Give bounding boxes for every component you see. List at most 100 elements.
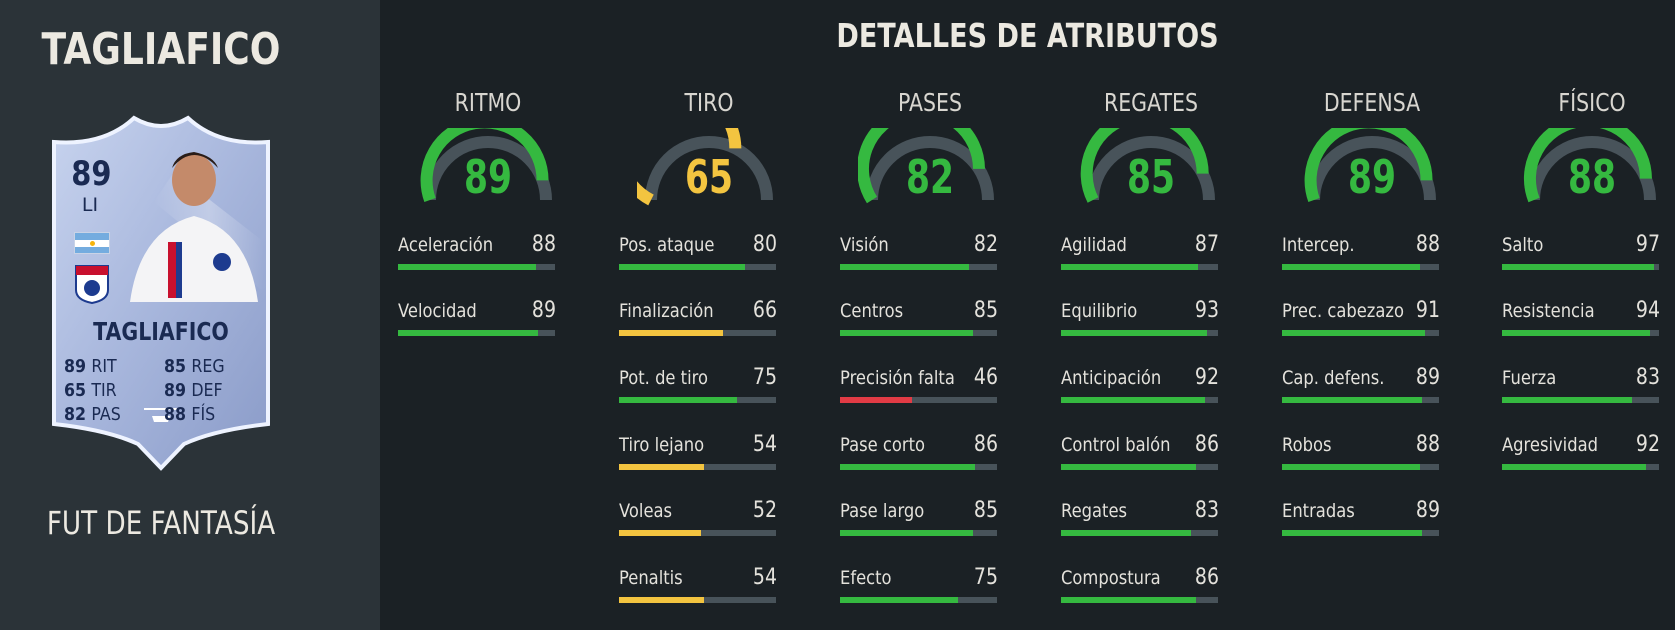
attribute-value: 54 — [752, 432, 777, 457]
attribute-bar — [398, 264, 555, 270]
attribute-bar-fill — [840, 330, 974, 336]
attribute-value: 93 — [1194, 298, 1219, 323]
category-value: 88 — [1567, 150, 1616, 204]
attribute-value: 75 — [973, 565, 998, 590]
category-name: PASES — [897, 88, 963, 117]
attribute-row: Equilibrio 93 — [1061, 298, 1221, 340]
attribute-value: 88 — [1415, 232, 1440, 257]
attribute-bar — [619, 530, 776, 536]
attribute-bar-fill — [1502, 464, 1647, 470]
attribute-value: 92 — [1194, 365, 1219, 390]
attribute-label: Velocidad — [398, 300, 477, 322]
category-value: 65 — [684, 150, 733, 204]
card-stat: 89 RIT — [64, 356, 117, 377]
attribute-bar-fill — [619, 597, 704, 603]
attribute-row: Cap. defens. 89 — [1282, 365, 1442, 407]
attribute-bar-fill — [1282, 264, 1421, 270]
gauge-fill — [1524, 128, 1652, 203]
attribute-bar — [619, 464, 776, 470]
attribute-label: Agilidad — [1061, 234, 1127, 256]
card-position: LI — [81, 194, 99, 216]
attribute-bar-fill — [1502, 397, 1633, 403]
attribute-bar-fill — [1282, 464, 1421, 470]
attribute-bar-fill — [1282, 330, 1425, 336]
attribute-bar-fill — [398, 330, 538, 336]
card-stat: 88 FÍS — [164, 404, 216, 425]
attribute-bar — [619, 397, 776, 403]
page-title: DETALLES DE ATRIBUTOS — [836, 16, 1219, 55]
attribute-bar-fill — [1061, 397, 1206, 403]
attribute-bar-fill — [1061, 597, 1197, 603]
attribute-row: Robos 88 — [1282, 432, 1442, 474]
attribute-value: 91 — [1415, 298, 1440, 323]
attribute-bar — [619, 330, 776, 336]
card-player-name: TAGLIAFICO — [93, 317, 229, 346]
gauge-track — [866, 136, 994, 201]
attribute-value: 86 — [973, 432, 998, 457]
attribute-row: Aceleración 88 — [398, 232, 558, 274]
attribute-label: Pase corto — [840, 434, 926, 456]
attribute-value: 46 — [973, 365, 998, 390]
attribute-value: 89 — [531, 298, 556, 323]
attribute-bar — [1061, 597, 1218, 603]
gauge-track — [645, 136, 773, 201]
attribute-bar — [1061, 530, 1218, 536]
category-name: FÍSICO — [1558, 88, 1626, 117]
category-name: TIRO — [684, 88, 734, 117]
attribute-row: Visión 82 — [840, 232, 1000, 274]
attribute-value: 83 — [1194, 498, 1219, 523]
attribute-row: Tiro lejano 54 — [619, 432, 779, 474]
category-name: DEFENSA — [1323, 88, 1421, 117]
player-name: TAGLIAFICO — [41, 24, 281, 75]
attribute-bar-fill — [840, 264, 969, 270]
attribute-row: Resistencia 94 — [1502, 298, 1662, 340]
category-column: FÍSICO 88 Salto 97 Resistencia 94 Fuerza 83 Agre… — [1502, 0, 1675, 630]
attribute-row: Centros 85 — [840, 298, 1000, 340]
attribute-row: Anticipación 92 — [1061, 365, 1221, 407]
attribute-value: 97 — [1635, 232, 1660, 257]
category-name: REGATES — [1103, 88, 1198, 117]
attribute-bar — [619, 597, 776, 603]
category-column: REGATES 85 Agilidad 87 Equilibrio 93 Anticipac… — [1061, 0, 1281, 630]
attribute-label: Voleas — [619, 500, 673, 522]
attribute-value: 94 — [1635, 298, 1660, 323]
attribute-bar — [1282, 264, 1439, 270]
attribute-row: Finalización 66 — [619, 298, 779, 340]
attribute-bar — [398, 330, 555, 336]
attribute-bar — [619, 264, 776, 270]
attribute-label: Pot. de tiro — [619, 367, 708, 389]
card-stat: 89 DEF — [164, 380, 223, 401]
gauge-track — [1087, 136, 1215, 201]
attribute-bar-fill — [619, 264, 745, 270]
attribute-value: 86 — [1194, 565, 1219, 590]
attribute-label: Compostura — [1061, 567, 1161, 589]
category-column: TIRO 65 Pos. ataque 80 Finalización 66 Pot. de… — [619, 0, 839, 630]
category-value: 89 — [463, 150, 512, 204]
player-card[interactable]: 89 LI TAGLIAFICO 89 RIT 85 REG 65 TIR 89 DEF… — [44, 112, 278, 482]
card-version: FUT DE FANTASÍA — [46, 504, 276, 542]
attribute-label: Fuerza — [1502, 367, 1557, 389]
category-gauge — [637, 128, 773, 206]
category-value: 82 — [905, 150, 954, 204]
attribute-bar — [840, 397, 997, 403]
attribute-label: Penaltis — [619, 567, 683, 589]
attribute-bar — [1282, 464, 1439, 470]
category-gauge — [1080, 128, 1215, 203]
attribute-bar — [1282, 330, 1439, 336]
attribute-bar-fill — [619, 330, 723, 336]
attribute-row: Entradas 89 — [1282, 498, 1442, 540]
attribute-label: Equilibrio — [1061, 300, 1138, 322]
attribute-bar — [1502, 397, 1659, 403]
attribute-label: Visión — [840, 234, 889, 256]
attribute-row: Prec. cabezazo 91 — [1282, 298, 1442, 340]
attribute-row: Fuerza 83 — [1502, 365, 1662, 407]
player-panel: TAGLIAFICO — [0, 0, 380, 630]
attribute-bar-fill — [840, 530, 974, 536]
category-column: DEFENSA 89 Intercep. 88 Prec. cabezazo 91 Cap.… — [1282, 0, 1502, 630]
category-value: 89 — [1347, 150, 1396, 204]
attribute-value: 82 — [973, 232, 998, 257]
attribute-bar-fill — [1502, 330, 1650, 336]
attribute-label: Centros — [840, 300, 904, 322]
attribute-label: Control balón — [1061, 434, 1171, 456]
attribute-label: Anticipación — [1061, 367, 1162, 389]
